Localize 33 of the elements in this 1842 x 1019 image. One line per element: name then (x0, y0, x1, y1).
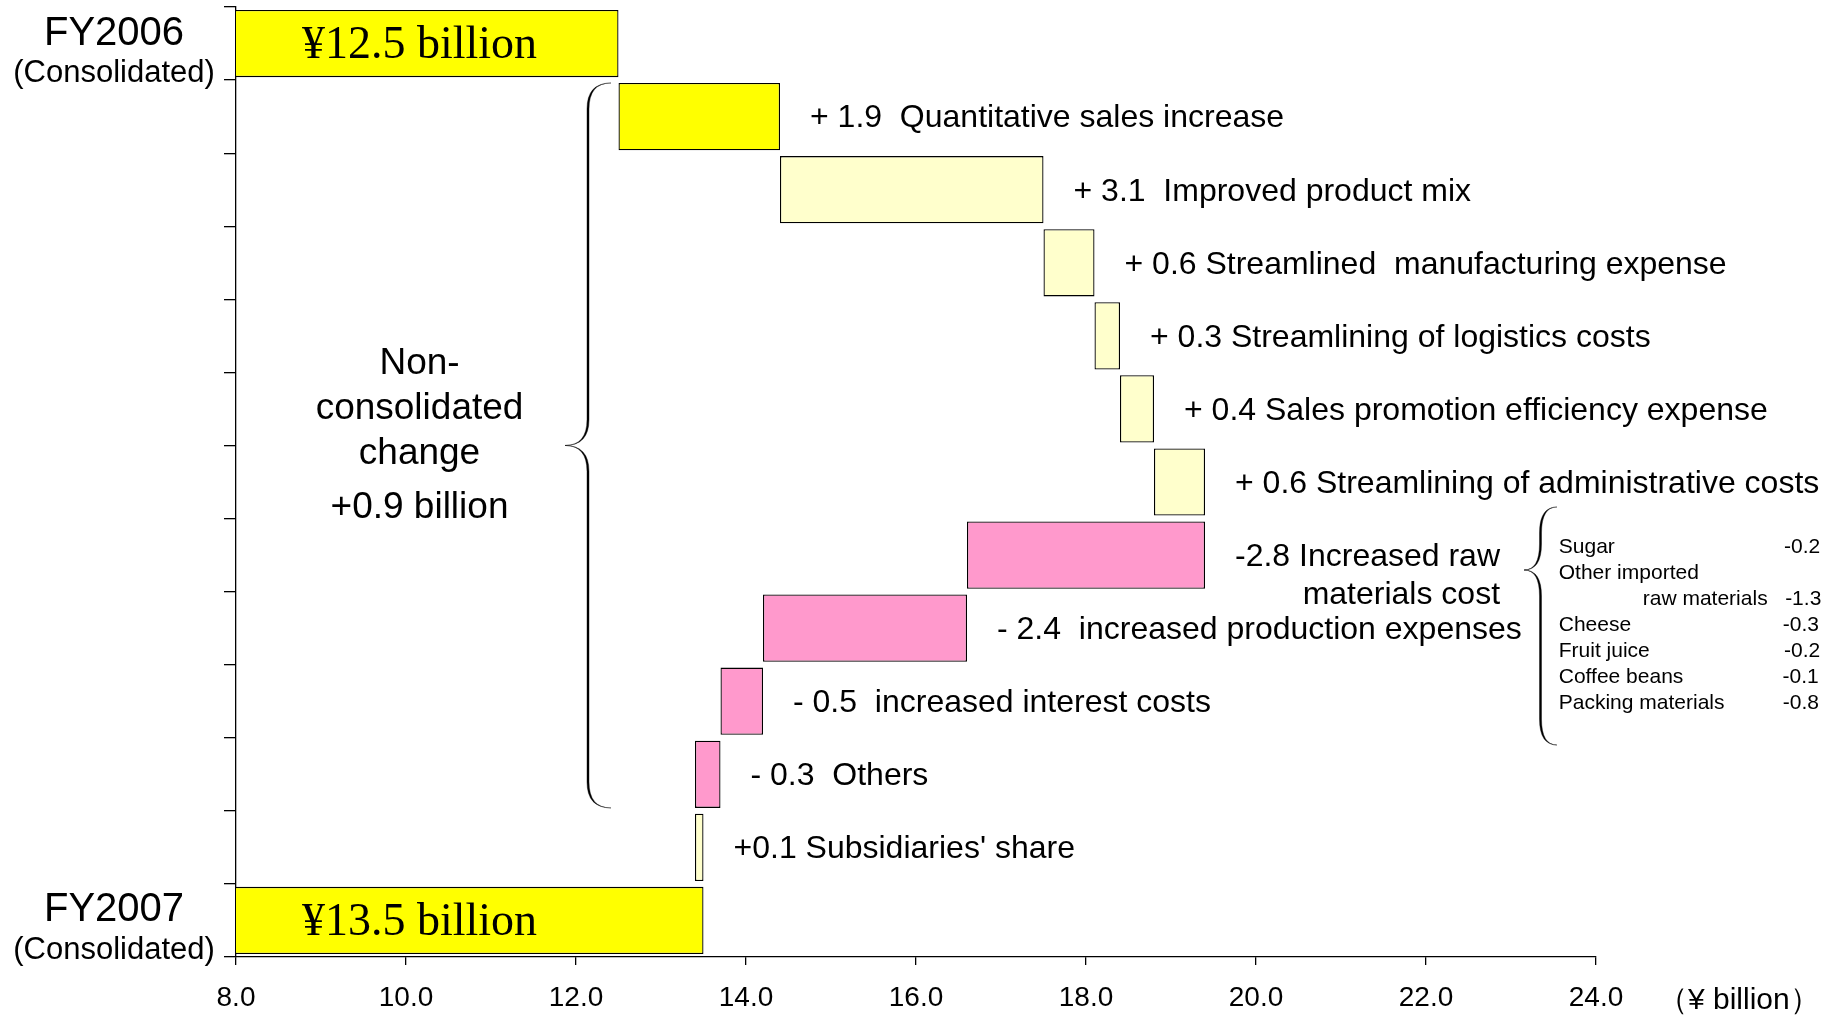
x-tick-label: 20.0 (1228, 980, 1284, 1012)
data-label: -2.8 Increased raw materials cost (1235, 536, 1501, 611)
data-label: + 1.9 Quantitative sales increase (810, 98, 1285, 135)
x-axis-title: （¥ billion） (1658, 982, 1820, 1016)
data-label: ¥13.5 billion (302, 893, 538, 945)
annotation: Sugar -0.2 (1558, 533, 1821, 557)
data-label: - 0.3 Others (750, 756, 929, 793)
x-tick-label: 16.0 (888, 980, 944, 1012)
data-label: ¥12.5 billion (302, 16, 538, 68)
x-tick-label: 12.0 (548, 980, 604, 1012)
y-tick-label: FY2007 (Consolidated) (13, 885, 215, 967)
data-label: + 0.6 Streamlining of administrative costs (1235, 463, 1820, 500)
data-label: + 3.1 Improved product mix (1073, 171, 1472, 208)
annotation: Fruit juice -0.2 (1558, 637, 1821, 661)
data-label: - 0.5 increased interest costs (793, 683, 1211, 720)
annotation: +0.9 billion (330, 484, 509, 526)
annotation: Other imported raw materials -1.3 (1558, 559, 1822, 609)
data-label: + 0.6 Streamlined manufacturing expense (1124, 244, 1727, 281)
annotation: Non-consolidated change (315, 340, 524, 472)
data-label: + 0.4 Sales promotion efficiency expense (1184, 390, 1768, 427)
x-tick-label: 24.0 (1568, 980, 1624, 1012)
annotation: Coffee beans -0.1 (1558, 663, 1819, 687)
annotation: Cheese -0.3 (1558, 611, 1820, 635)
y-tick-label: FY2006 (Consolidated) (13, 8, 215, 90)
x-tick-label: 8.0 (216, 980, 256, 1012)
x-tick-label: 14.0 (718, 980, 774, 1012)
annotation: Packing materials -0.8 (1558, 689, 1820, 713)
data-label: - 2.4 increased production expenses (997, 609, 1522, 646)
x-tick-label: 18.0 (1058, 980, 1114, 1012)
x-tick-label: 22.0 (1398, 980, 1454, 1012)
data-label: +0.1 Subsidiaries' share (733, 829, 1075, 866)
data-label: + 0.3 Streamlining of logistics costs (1150, 317, 1651, 354)
x-tick-label: 10.0 (378, 980, 434, 1012)
